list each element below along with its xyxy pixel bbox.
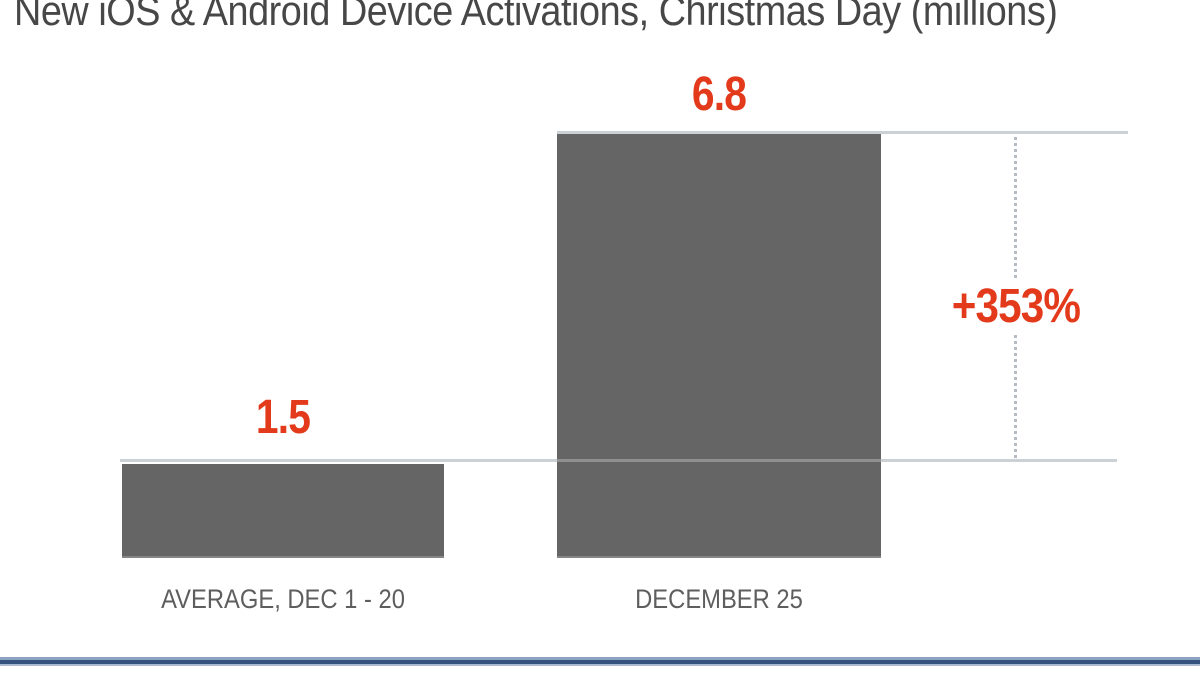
chart-title: New iOS & Android Device Activations, Ch… (14, 0, 1058, 34)
bar-december-25 (557, 134, 881, 558)
divider-stripe-light-top (0, 657, 1200, 660)
divider-stripe-light-bottom (0, 664, 1200, 666)
value-label-december-25: 6.8 (691, 68, 747, 121)
percent-change-annotation: +353% (866, 279, 1166, 335)
divider-stripe-dark (0, 660, 1200, 664)
category-label-average-dec-1-20: AVERAGE, DEC 1 - 20 (161, 584, 405, 614)
value-label-average: 1.5 (255, 391, 311, 444)
slide-divider-band (0, 657, 1200, 666)
baseline-overlay-on-bar (557, 459, 881, 462)
percent-change-label: +353% (943, 279, 1089, 335)
top-reference-line (557, 131, 1128, 134)
bar-average-dec-1-20 (122, 464, 444, 558)
category-label-december-25: DECEMBER 25 (635, 584, 803, 614)
